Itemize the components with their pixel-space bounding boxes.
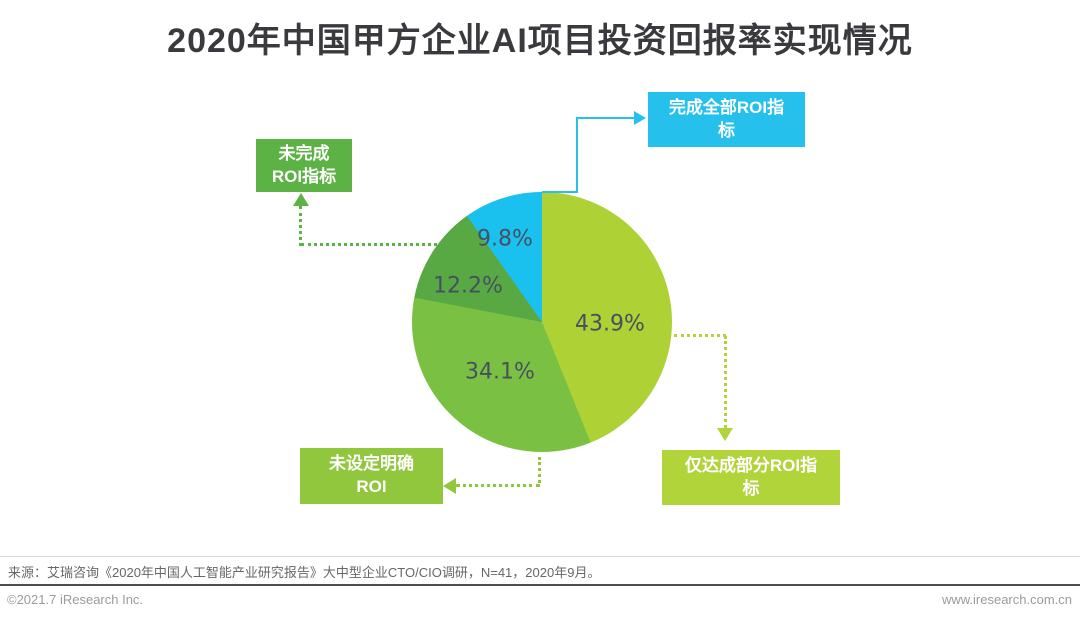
- chart-title: 2020年中国甲方企业AI项目投资回报率实现情况: [167, 22, 913, 60]
- connector-complete-all-top: [542, 191, 578, 193]
- connector-not-complete-vertical: [299, 206, 302, 246]
- legend-no-roi-set-line2: ROI: [356, 477, 387, 496]
- arrow-up-icon: [293, 193, 309, 206]
- pie-value-label-complete-all: 9.8%: [477, 226, 533, 252]
- connector-no-roi-set-horizontal: [456, 484, 540, 487]
- legend-complete-all-roi: 完成全部ROI指 标: [648, 92, 805, 147]
- connector-partial-horizontal: [674, 334, 726, 337]
- legend-partial-roi: 仅达成部分ROI指 标: [662, 450, 840, 505]
- arrow-left-icon: [443, 478, 456, 494]
- pie-value-label-partial: 43.9%: [575, 311, 645, 337]
- connector-complete-all-horizontal: [576, 117, 636, 119]
- copyright-text: ©2021.7 iResearch Inc.: [7, 592, 144, 607]
- website-url: www.iresearch.com.cn: [941, 592, 1072, 607]
- legend-partial-line1: 仅达成部分ROI指: [684, 455, 818, 475]
- legend-complete-all-line1: 完成全部ROI指: [668, 97, 785, 117]
- divider-light: [0, 556, 1080, 557]
- legend-not-complete-line1: 未完成: [278, 143, 330, 163]
- legend-not-complete-line2: ROI指标: [271, 166, 337, 186]
- source-note: 来源：艾瑞咨询《2020年中国人工智能产业研究报告》大中型企业CTO/CIO调研…: [8, 565, 601, 580]
- connector-not-complete-horizontal: [301, 243, 437, 246]
- legend-no-roi-set-line1: 未设定明确: [329, 454, 414, 474]
- connector-partial-vertical: [724, 336, 727, 428]
- divider-dark: [0, 584, 1080, 586]
- arrow-down-icon: [717, 428, 733, 441]
- pie-value-label-not-complete: 12.2%: [433, 273, 503, 299]
- arrow-right-icon: [634, 111, 646, 125]
- legend-not-complete-roi: 未完成 ROI指标: [256, 139, 352, 192]
- legend-no-roi-set: 未设定明确 ROI: [300, 448, 443, 504]
- pie-value-label-no-roi-set: 34.1%: [465, 359, 535, 385]
- pie-chart: [412, 192, 672, 452]
- connector-no-roi-set-vertical: [538, 457, 541, 483]
- legend-complete-all-line2: 标: [718, 120, 735, 140]
- legend-partial-line2: 标: [742, 478, 760, 498]
- connector-complete-all-vertical: [576, 117, 578, 193]
